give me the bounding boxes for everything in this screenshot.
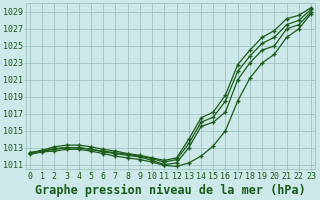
X-axis label: Graphe pression niveau de la mer (hPa): Graphe pression niveau de la mer (hPa) [35, 183, 306, 197]
